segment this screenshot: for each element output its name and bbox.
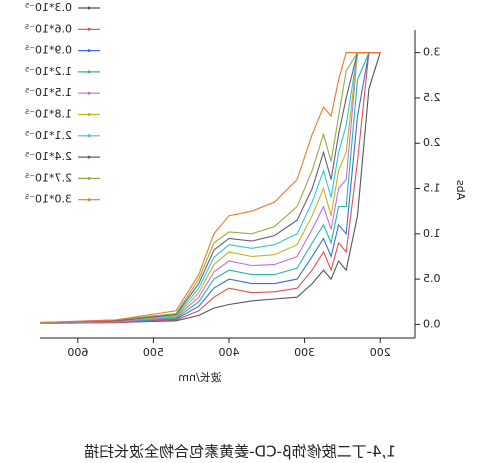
y-tick-label: 1.0 [423,227,441,240]
series-line [39,52,381,325]
legend-marker [87,49,91,53]
legend-label: 2.1*10⁻⁵ [25,129,72,142]
legend-label: 2.4*10⁻⁵ [25,150,72,163]
x-tick-label: 400 [219,346,240,359]
series-line [39,52,381,325]
legend-label: 2.7*10⁻⁵ [25,171,72,184]
series-line [39,52,381,324]
series-line [39,52,381,324]
legend-marker [87,91,91,95]
legend-label: 1.8*10⁻⁵ [25,108,72,121]
y-axis-title: Abs [454,180,467,201]
legend-marker [87,70,91,74]
series-line [39,52,381,324]
x-tick-label: 600 [67,346,88,359]
legend-marker [87,198,91,202]
y-tick-label: 3.0 [423,46,441,59]
legend-marker [87,176,91,180]
y-tick-label: 2.5 [423,91,441,104]
caption: 1,4-丁二胺修饰β-CD-姜黄素包合物全波长扫描 [84,443,396,461]
legend-label: 1.5*10⁻⁵ [25,86,72,99]
legend-marker [87,27,91,31]
legend-marker [87,6,91,10]
y-tick-label: 0.0 [423,317,441,330]
x-axis-title: 波长/nm [178,371,221,384]
legend-label: 1.2*10⁻⁵ [25,65,72,78]
legend-marker [87,134,91,138]
y-tick-label: 1.5 [423,182,441,195]
y-tick-label: 0.5 [423,272,441,285]
legend-label: 3.0*10⁻⁵ [25,193,72,206]
series-line [39,52,381,325]
series-line [39,52,381,324]
series-line [39,52,381,325]
legend-marker [87,155,91,159]
series-line [39,52,381,324]
x-tick-label: 500 [143,346,164,359]
legend-marker [87,113,91,116]
legend-label: 0.6*10⁻⁵ [25,22,72,35]
legend-label: 0.9*10⁻⁵ [25,44,72,57]
y-tick-label: 2.0 [423,136,441,149]
series-line [39,52,381,325]
chart-body: Abs 波长/nm 1,4-丁二胺修饰β-CD-姜黄素包合物全波长扫描 0.0 0… [25,1,467,461]
legend-label: 0.3*10⁻⁵ [25,1,72,14]
x-tick-label: 300 [294,346,315,359]
x-tick-label: 200 [370,346,391,359]
